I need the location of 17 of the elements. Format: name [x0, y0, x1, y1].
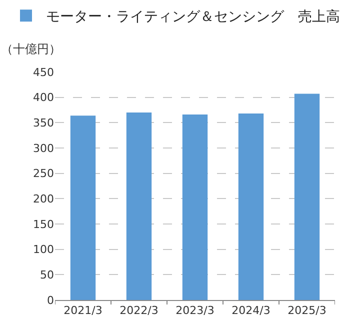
y-tick-label: 450: [33, 66, 54, 79]
y-tick-label: 200: [33, 192, 54, 206]
y-axis-title: （十億円）: [1, 42, 61, 56]
x-tick-label: 2021/3: [64, 304, 102, 318]
y-tick-label: 400: [33, 91, 54, 104]
y-tick-label: 0: [47, 294, 54, 307]
y-tick-label: 250: [33, 167, 54, 180]
x-tick-label: 2022/3: [120, 304, 158, 318]
y-tick-label: 50: [40, 268, 54, 282]
y-tick-label: 150: [33, 218, 54, 231]
y-tick-label: 100: [33, 243, 54, 256]
y-tick-label: 350: [33, 116, 54, 130]
x-tick-label: 2024/3: [232, 304, 270, 318]
legend-label: モーター・ライティング＆センシング 売上高: [46, 9, 340, 26]
x-tick-label: 2025/3: [288, 304, 326, 318]
y-tick-label: 300: [33, 142, 54, 155]
x-tick-label: 2023/3: [176, 304, 214, 318]
